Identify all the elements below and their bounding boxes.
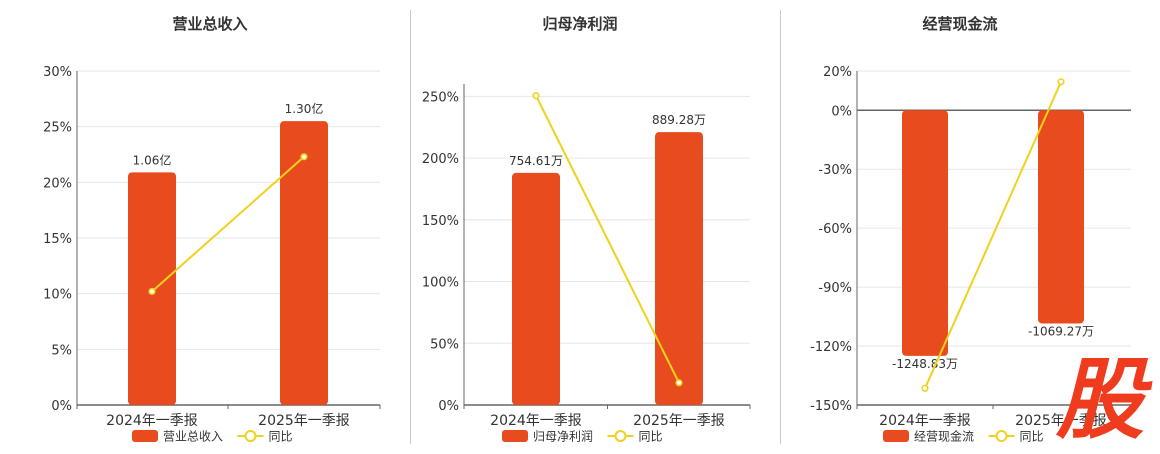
x-tick-label: 2025年一季报 (1015, 413, 1107, 429)
legend-line-marker (614, 430, 627, 442)
bar-data-label: 754.61万 (509, 154, 563, 168)
bar-data-label: 1.30亿 (285, 101, 324, 116)
y-tick-label: 0% (438, 399, 459, 414)
y-tick-label: 30% (43, 65, 72, 80)
bar (655, 132, 703, 405)
y-tick-label: 0% (831, 104, 852, 119)
chart-title: 营业总收入 (172, 15, 247, 33)
yoy-line (151, 155, 305, 293)
y-tick-label: 0% (51, 399, 72, 414)
legend-bar-swatch (502, 430, 528, 442)
x-tick-label: 2025年一季报 (633, 413, 725, 429)
y-tick-label: -30% (818, 163, 852, 178)
x-tick-label: 2024年一季报 (490, 413, 582, 429)
legend-line-marker (244, 430, 257, 442)
yoy-point (675, 379, 683, 387)
y-tick-label: -60% (818, 222, 852, 237)
yoy-line (924, 81, 1062, 389)
bar-data-label: -1248.83万 (892, 357, 958, 371)
x-tick-label: 2024年一季报 (106, 413, 198, 429)
y-tick-label: 150% (422, 214, 459, 229)
legend-label: 归母净利润 (533, 430, 593, 444)
y-tick-label: 15% (43, 232, 72, 247)
bar-data-label: 889.28万 (652, 113, 706, 127)
yoy-point (1057, 78, 1065, 86)
legend-bar-swatch (883, 430, 909, 442)
legend-label: 同比 (1020, 430, 1044, 444)
yoy-line (535, 95, 680, 384)
legend-bar-swatch (132, 430, 158, 442)
legend-label: 同比 (639, 430, 663, 444)
bar (280, 121, 328, 405)
y-tick-label: 50% (430, 337, 459, 352)
y-tick-label: 5% (51, 343, 72, 358)
legend-label: 同比 (269, 430, 293, 444)
bar (902, 110, 948, 356)
x-tick-label: 2024年一季报 (879, 413, 971, 429)
bar (512, 172, 560, 405)
panel-divider (410, 10, 411, 444)
y-tick-label: 200% (422, 152, 459, 167)
legend-line-marker (995, 430, 1008, 442)
y-tick-label: -90% (818, 281, 852, 296)
y-tick-label: 20% (823, 65, 852, 80)
panel-divider (780, 10, 781, 444)
watermark-logo: 股 (1055, 348, 1153, 450)
y-tick-label: 20% (43, 176, 72, 191)
bar-data-label: -1069.27万 (1028, 324, 1094, 338)
y-tick-label: -120% (810, 340, 852, 355)
y-tick-label: -150% (810, 399, 852, 414)
y-tick-label: 100% (422, 276, 459, 291)
y-tick-label: 250% (422, 90, 459, 105)
yoy-point (300, 153, 308, 161)
bar (1038, 110, 1084, 324)
legend-label: 经营现金流 (914, 429, 974, 444)
yoy-point (921, 384, 929, 392)
y-tick-label: 10% (43, 288, 72, 303)
y-tick-label: 25% (43, 121, 72, 136)
bar-data-label: 1.06亿 (133, 152, 172, 167)
chart-title: 归母净利润 (542, 15, 617, 33)
yoy-point (148, 287, 156, 296)
yoy-point (532, 92, 540, 100)
x-tick-label: 2025年一季报 (258, 413, 350, 429)
legend-label: 营业总收入 (163, 430, 223, 444)
chart-title: 经营现金流 (922, 15, 997, 33)
